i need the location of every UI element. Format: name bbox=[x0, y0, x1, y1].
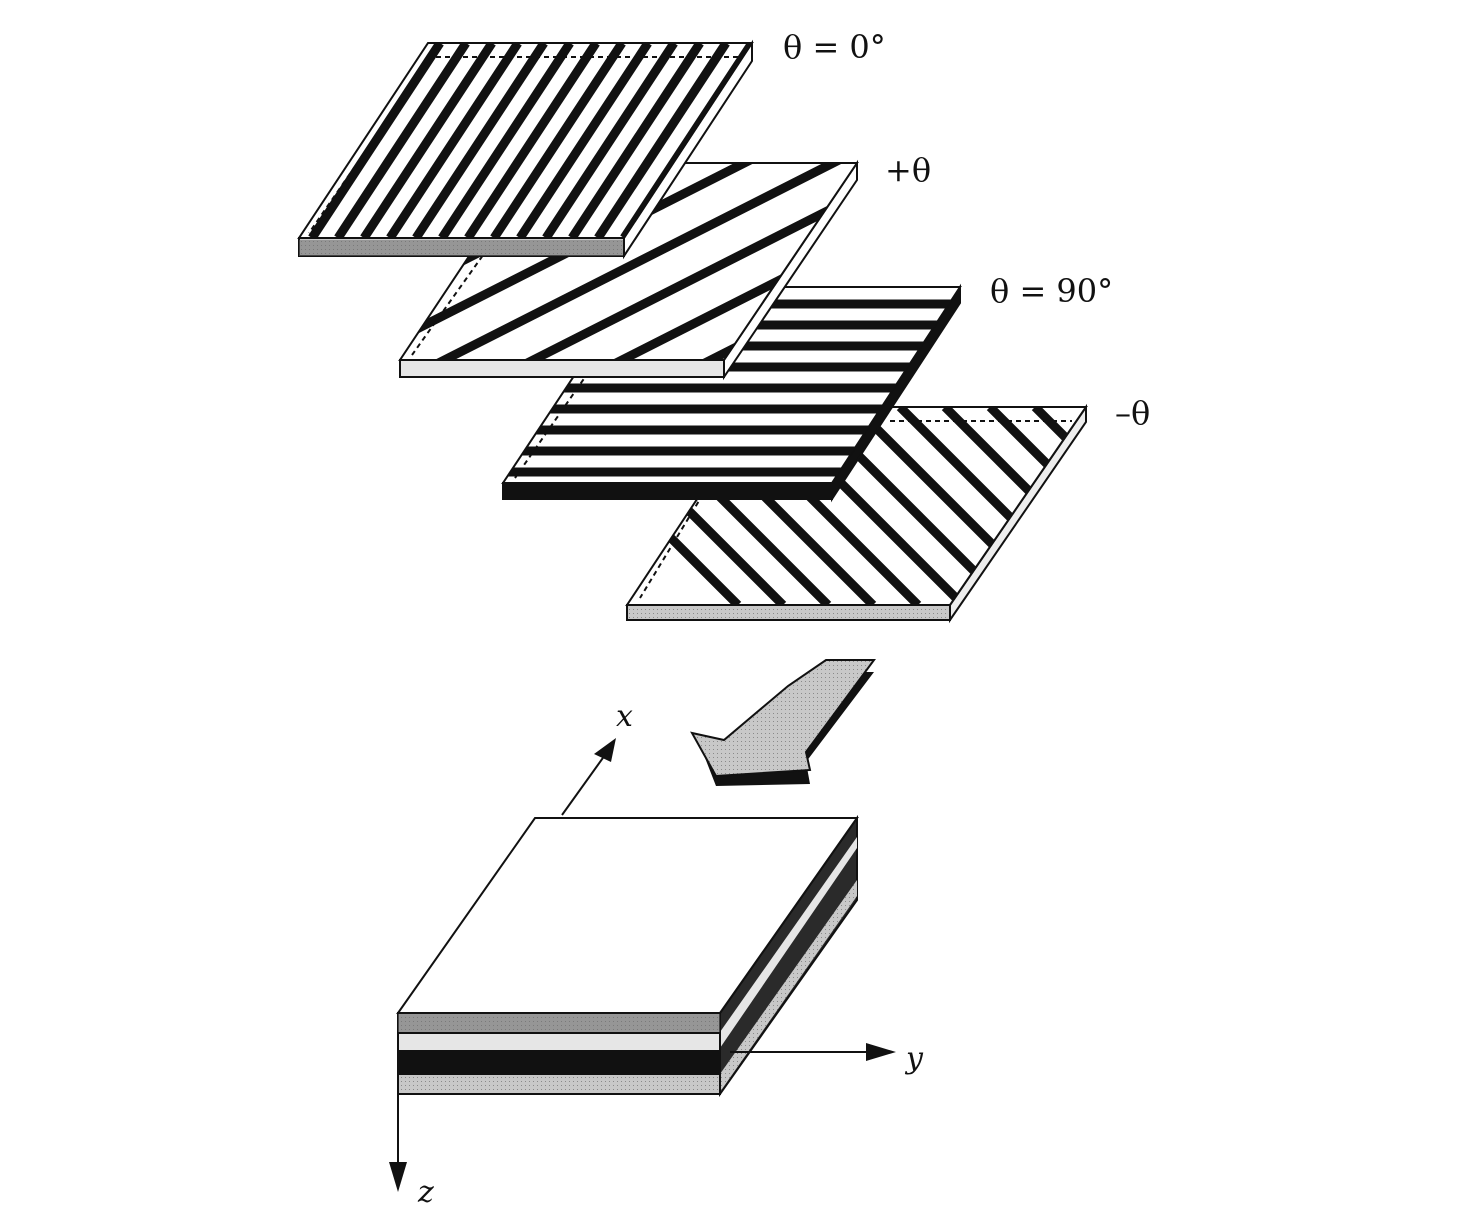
axis-label-y: y bbox=[904, 1041, 924, 1076]
ply-0 bbox=[297, 39, 754, 260]
x-axis bbox=[561, 738, 616, 816]
z-axis bbox=[389, 1094, 407, 1192]
axis-label-x: x bbox=[616, 699, 633, 734]
label-ply-minus-theta: –θ bbox=[1115, 394, 1150, 432]
label-ply-90: θ = 90° bbox=[990, 272, 1113, 310]
label-ply-0: θ = 0° bbox=[783, 28, 886, 66]
y-axis bbox=[730, 1043, 896, 1061]
stacking-arrow bbox=[690, 659, 876, 786]
assembled-laminate bbox=[396, 814, 859, 1098]
axis-label-z: z bbox=[417, 1175, 434, 1210]
label-ply-plus-theta: +θ bbox=[885, 151, 931, 189]
